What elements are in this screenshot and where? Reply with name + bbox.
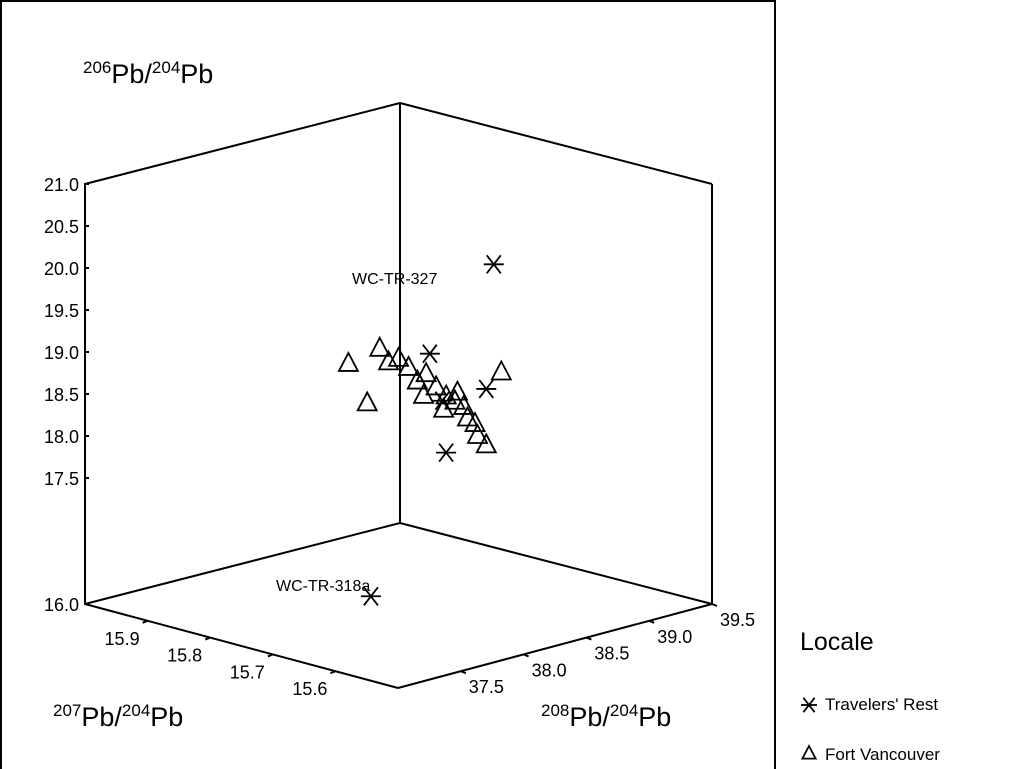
y-tick-label: 39.5 <box>720 610 755 630</box>
point-fort-vancouver <box>432 396 455 418</box>
point-fort-vancouver <box>337 350 360 372</box>
legend: Locale Travelers' Rest Fort Vancouver <box>800 628 940 764</box>
annotation-wc-tr-327: WC-TR-327 <box>352 271 437 288</box>
z-axis-title: 206Pb/204Pb <box>83 58 213 89</box>
box-edge <box>399 522 713 605</box>
svg-text:208Pb/204Pb: 208Pb/204Pb <box>541 701 671 732</box>
y-tick <box>648 619 655 624</box>
x-tick <box>142 619 148 624</box>
z-tick-label: 19.0 <box>44 343 79 363</box>
point-fort-vancouver <box>490 359 513 381</box>
x-tick <box>267 653 274 658</box>
point-fort-vancouver <box>475 432 498 454</box>
z-tick-label: 16.0 <box>44 595 79 615</box>
asterisk-stroke <box>802 697 816 713</box>
asterisk-stroke <box>478 379 494 399</box>
asterisk-stroke <box>363 586 379 606</box>
asterisk-stroke <box>486 254 502 274</box>
y-tick <box>523 653 529 658</box>
y-tick <box>460 670 467 675</box>
z-tick-label: 20.0 <box>44 259 79 279</box>
legend-item-travelers-rest: Travelers' Rest <box>801 695 938 714</box>
asterisk-stroke <box>438 443 454 463</box>
annotation-wc-tr-318a: WC-TR-318a <box>276 578 370 595</box>
point-travelers-rest <box>483 254 504 274</box>
point-travelers-rest <box>436 443 457 463</box>
box-edge <box>84 522 401 605</box>
x-tick <box>204 636 211 641</box>
legend-title: Locale <box>800 628 874 656</box>
point-fort-vancouver <box>387 345 410 367</box>
z-tick-label: 20.5 <box>44 217 79 237</box>
y-tick-label: 38.5 <box>594 644 629 664</box>
asterisk-marker-icon <box>801 697 817 713</box>
x-tick-label: 15.9 <box>105 629 140 649</box>
y-tick-label: 38.0 <box>532 660 567 680</box>
y-tick <box>586 636 592 641</box>
point-travelers-rest <box>476 379 497 399</box>
box-edge <box>84 603 399 689</box>
x-tick-label: 15.8 <box>167 646 202 666</box>
legend-label: Fort Vancouver <box>825 745 940 764</box>
y-tick-label: 39.0 <box>657 627 692 647</box>
z-tick-label: 18.0 <box>44 427 79 447</box>
triangle-marker-icon <box>800 744 818 760</box>
y-tick <box>711 603 718 607</box>
point-fort-vancouver <box>406 368 429 390</box>
y-tick-label: 37.5 <box>469 677 504 697</box>
point-fort-vancouver <box>415 361 438 383</box>
z-tick-label: 19.5 <box>44 301 79 321</box>
x-tick <box>330 670 336 675</box>
point-fort-vancouver <box>425 374 448 396</box>
plot-frame <box>0 0 776 769</box>
box-edge <box>84 102 401 185</box>
legend-label: Travelers' Rest <box>825 695 938 714</box>
point-fort-vancouver <box>446 379 469 401</box>
point-fort-vancouver <box>397 355 420 376</box>
point-fort-vancouver <box>466 423 489 444</box>
point-fort-vancouver <box>368 335 391 357</box>
axis-ticks: 16.0 17.5 18.0 18.5 19.0 19.5 20.0 20.5 21.0 15.9… <box>44 175 755 699</box>
point-fort-vancouver <box>377 349 400 371</box>
x-axis-title: 207Pb/204Pb <box>53 701 183 732</box>
legend-item-fort-vancouver: Fort Vancouver <box>800 744 940 764</box>
x-tick-label: 15.7 <box>230 662 265 682</box>
x-tick-label: 15.6 <box>292 679 327 699</box>
data-points <box>337 254 513 606</box>
svg-text:206Pb/204Pb: 206Pb/204Pb <box>83 58 213 89</box>
legend-triangle-mark <box>800 744 818 760</box>
point-travelers-rest <box>360 586 381 606</box>
y-axis-title: 208Pb/204Pb <box>541 701 671 732</box>
point-fort-vancouver <box>356 390 379 412</box>
legend-asterisk-mark <box>801 697 817 713</box>
asterisk-stroke <box>422 344 438 364</box>
svg-text:207Pb/204Pb: 207Pb/204Pb <box>53 701 183 732</box>
z-tick-label: 17.5 <box>44 469 79 489</box>
z-tick-label: 21.0 <box>44 175 79 195</box>
z-tick-label: 18.5 <box>44 385 79 405</box>
point-travelers-rest <box>419 344 440 364</box>
box-edge <box>397 603 713 689</box>
box-edge <box>399 102 713 185</box>
point-fort-vancouver <box>412 382 435 404</box>
3d-box-edges <box>84 102 713 689</box>
